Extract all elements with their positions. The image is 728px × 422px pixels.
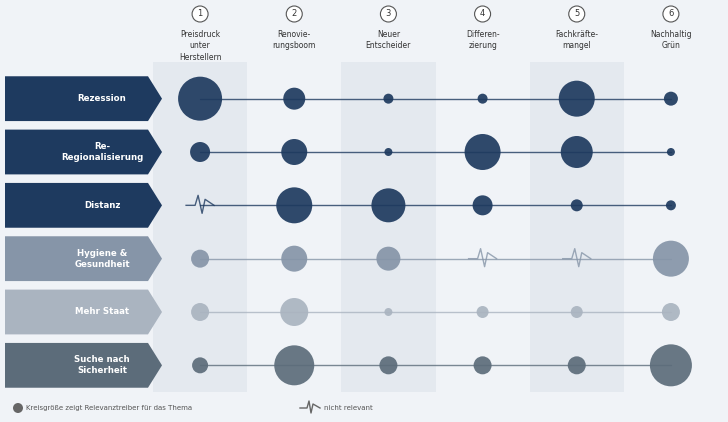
Circle shape xyxy=(667,148,675,156)
Circle shape xyxy=(192,6,208,22)
Circle shape xyxy=(559,81,595,116)
Polygon shape xyxy=(5,76,162,121)
Text: Rezession: Rezession xyxy=(78,94,127,103)
Circle shape xyxy=(191,250,209,268)
Circle shape xyxy=(474,356,491,374)
Polygon shape xyxy=(5,289,162,334)
Polygon shape xyxy=(5,236,162,281)
Text: Preisdruck
unter
Herstellern: Preisdruck unter Herstellern xyxy=(179,30,221,62)
Circle shape xyxy=(281,246,307,272)
Text: Suche nach
Sicherheit: Suche nach Sicherheit xyxy=(74,355,130,375)
Circle shape xyxy=(663,6,679,22)
Text: nicht relevant: nicht relevant xyxy=(324,405,373,411)
Bar xyxy=(153,62,248,392)
Text: Fachkräfte-
mangel: Fachkräfte- mangel xyxy=(555,30,598,51)
Circle shape xyxy=(650,344,692,386)
Circle shape xyxy=(13,403,23,413)
Circle shape xyxy=(384,94,393,104)
Text: 4: 4 xyxy=(480,10,485,19)
Circle shape xyxy=(190,142,210,162)
Text: Hygiene &
Gesundheit: Hygiene & Gesundheit xyxy=(74,249,130,268)
Text: Re-
Regionalisierung: Re- Regionalisierung xyxy=(61,142,143,162)
Text: Kreisgröße zeigt Relevanztreiber für das Thema: Kreisgröße zeigt Relevanztreiber für das… xyxy=(26,405,192,411)
Circle shape xyxy=(283,88,305,110)
Circle shape xyxy=(371,188,405,222)
Text: Distanz: Distanz xyxy=(84,201,120,210)
Polygon shape xyxy=(5,183,162,228)
Text: 5: 5 xyxy=(574,10,579,19)
Circle shape xyxy=(281,139,307,165)
Text: 1: 1 xyxy=(197,10,202,19)
Circle shape xyxy=(280,298,308,326)
Circle shape xyxy=(379,356,397,374)
Circle shape xyxy=(384,148,392,156)
Circle shape xyxy=(478,94,488,104)
Bar xyxy=(341,62,435,392)
Circle shape xyxy=(192,357,208,373)
Polygon shape xyxy=(5,343,162,388)
Text: Neuer
Entscheider: Neuer Entscheider xyxy=(365,30,411,51)
Circle shape xyxy=(666,200,676,210)
Text: Renovie-
rungsboom: Renovie- rungsboom xyxy=(272,30,316,51)
Circle shape xyxy=(376,247,400,271)
Circle shape xyxy=(286,6,302,22)
Circle shape xyxy=(178,77,222,121)
Circle shape xyxy=(662,303,680,321)
Text: Mehr Staat: Mehr Staat xyxy=(75,308,129,316)
Circle shape xyxy=(475,6,491,22)
Circle shape xyxy=(274,345,314,385)
Bar xyxy=(530,62,624,392)
Circle shape xyxy=(384,308,392,316)
Circle shape xyxy=(571,306,582,318)
Circle shape xyxy=(568,356,586,374)
Circle shape xyxy=(381,6,397,22)
Circle shape xyxy=(571,199,582,211)
Circle shape xyxy=(464,134,501,170)
Circle shape xyxy=(472,195,493,215)
Circle shape xyxy=(276,187,312,223)
Circle shape xyxy=(561,136,593,168)
Circle shape xyxy=(653,241,689,277)
Circle shape xyxy=(664,92,678,106)
Text: Nachhaltig
Grün: Nachhaltig Grün xyxy=(650,30,692,51)
Text: Differen-
zierung: Differen- zierung xyxy=(466,30,499,51)
Text: 2: 2 xyxy=(292,10,297,19)
Circle shape xyxy=(191,303,209,321)
Text: 3: 3 xyxy=(386,10,391,19)
Polygon shape xyxy=(5,130,162,174)
Circle shape xyxy=(477,306,488,318)
Circle shape xyxy=(569,6,585,22)
Text: 6: 6 xyxy=(668,10,673,19)
